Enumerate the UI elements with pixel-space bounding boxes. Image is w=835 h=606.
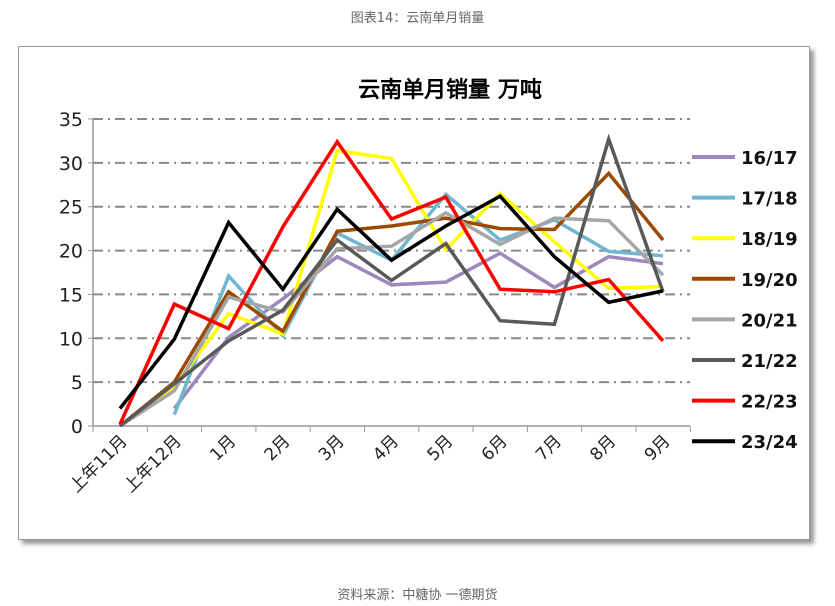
y-tick-label: 30 — [59, 153, 83, 175]
series-line-21-22 — [118, 133, 665, 428]
x-tick-label: 1月 — [206, 431, 240, 465]
series-line-20-21 — [119, 210, 665, 428]
legend-label: 17/18 — [741, 189, 798, 210]
legend-label: 22/23 — [741, 392, 798, 413]
y-tick-label: 5 — [71, 372, 83, 394]
series-line-23-24 — [118, 193, 664, 410]
y-tick-label: 25 — [59, 197, 83, 219]
y-tick-label: 20 — [59, 241, 83, 263]
x-tick-label: 4月 — [369, 431, 403, 465]
x-tick-label: 6月 — [478, 431, 512, 465]
legend-label: 21/22 — [741, 351, 798, 372]
legend-label: 16/17 — [741, 148, 798, 169]
x-tick-label: 3月 — [315, 431, 349, 465]
series-line-22-23 — [118, 138, 665, 425]
chart-frame — [18, 46, 810, 540]
y-tick-label: 15 — [59, 284, 83, 306]
legend-label: 23/24 — [741, 432, 798, 453]
y-tick-label: 0 — [71, 416, 83, 438]
x-tick-label: 8月 — [586, 431, 620, 465]
x-tick-label: 上年11月 — [66, 431, 132, 497]
figure-caption: 图表14：云南单月销量 — [350, 11, 485, 26]
y-tick-label: 35 — [59, 109, 83, 131]
series-line-19-20 — [118, 170, 665, 428]
series-line-16-17 — [172, 251, 664, 410]
legend-label: 19/20 — [741, 270, 798, 291]
x-tick-label: 5月 — [424, 431, 458, 465]
x-tick-label: 7月 — [532, 431, 566, 465]
source-note: 资料来源：中糖协 一德期货 — [337, 588, 498, 603]
x-tick-label: 上年12月 — [120, 431, 186, 497]
legend-label: 20/21 — [741, 310, 798, 331]
x-tick-label: 2月 — [261, 431, 295, 465]
chart-title: 云南单月销量 万吨 — [358, 77, 542, 103]
y-tick-label: 10 — [59, 328, 83, 350]
series-line-18-19 — [118, 148, 664, 428]
x-tick-label: 9月 — [641, 431, 675, 465]
legend-label: 18/19 — [741, 229, 798, 250]
